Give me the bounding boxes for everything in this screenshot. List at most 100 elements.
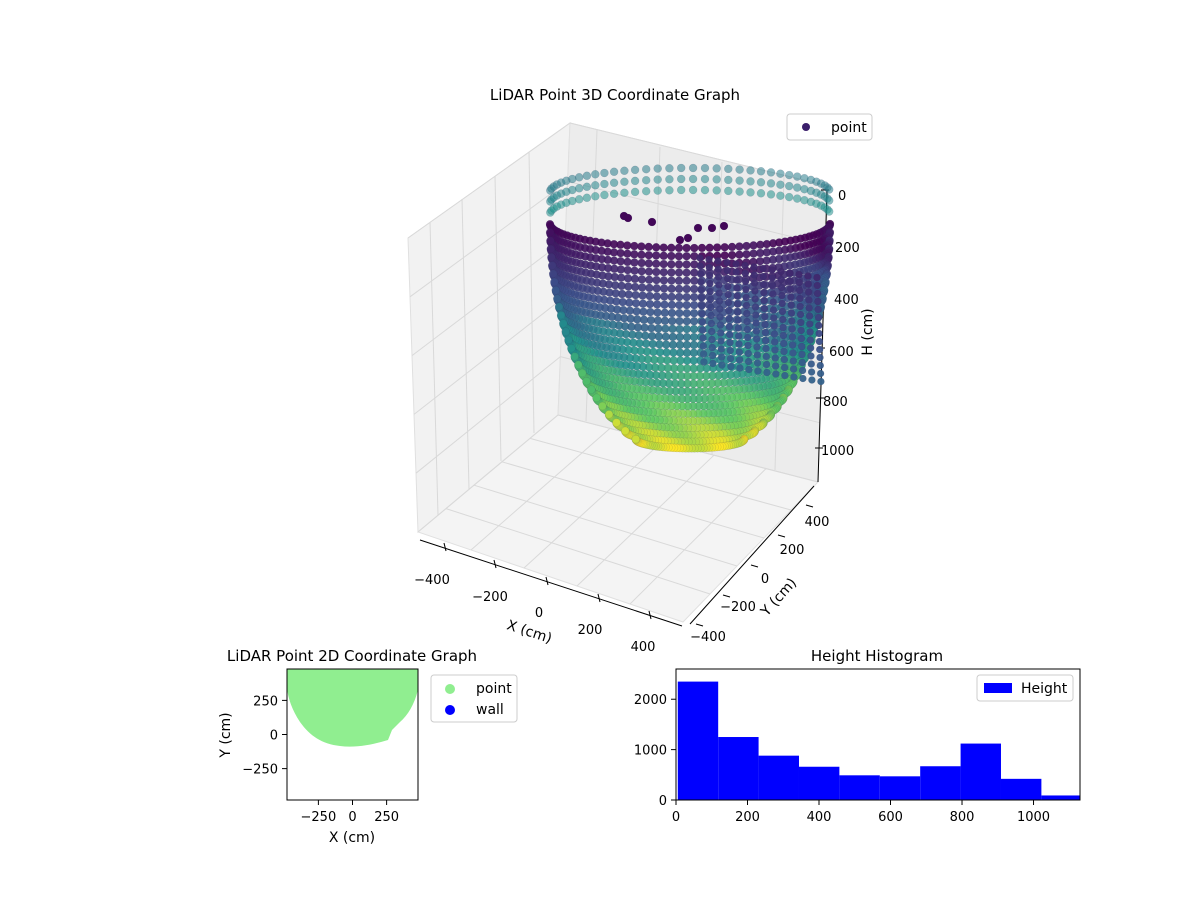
- grid-line-3d: [429, 221, 439, 516]
- legend-histogram-box: [976, 674, 1074, 702]
- z-tick-label-3d: 200: [835, 241, 860, 256]
- point-3d: [736, 364, 744, 372]
- point-3d: [813, 273, 821, 282]
- point-3d: [790, 373, 798, 381]
- point-3d: [815, 337, 824, 346]
- legend-histogram: Height: [976, 674, 1074, 702]
- point-3d: [708, 351, 717, 360]
- point-3d: [717, 353, 726, 361]
- point-3d: [734, 308, 742, 316]
- point-3d: [781, 371, 789, 380]
- point-3d: [620, 188, 629, 198]
- point-3d: [689, 340, 699, 350]
- x-tick-label-3d: 400: [631, 640, 656, 655]
- point-3d: [609, 178, 619, 188]
- point-3d: [653, 308, 662, 317]
- point-3d: [677, 185, 686, 195]
- point-3d: [682, 284, 691, 294]
- point-3d: [660, 300, 669, 309]
- point-3d: [726, 346, 734, 355]
- point-3d: [712, 164, 721, 173]
- chart-3d: LiDAR Point 3D Coordinate Graph −400 −200…: [407, 86, 876, 655]
- point-3d: [708, 343, 716, 352]
- point-3d: [806, 320, 814, 328]
- point-3d: [548, 261, 557, 270]
- point-3d: [582, 193, 592, 203]
- point-3d: [675, 235, 685, 245]
- point-3d: [779, 323, 787, 332]
- point-3d: [667, 268, 676, 277]
- x-tick-label-2d: −250: [301, 810, 337, 825]
- point-3d: [712, 186, 721, 195]
- histogram-bar: [677, 681, 719, 800]
- point-3d: [682, 309, 691, 318]
- point-3d: [690, 292, 699, 302]
- y-tick-label-3d: 0: [761, 572, 769, 587]
- point-3d: [652, 284, 661, 293]
- point-3d: [612, 418, 621, 427]
- point-3d: [598, 401, 607, 411]
- x-tick-3d: [648, 610, 652, 620]
- point-3d: [705, 263, 713, 272]
- point-3d: [753, 351, 761, 359]
- y-tick-3d: [777, 534, 786, 538]
- point-3d: [690, 300, 699, 310]
- point-3d: [645, 283, 654, 293]
- point-3d: [688, 185, 698, 195]
- point-3d: [795, 278, 803, 287]
- point-3d: [690, 243, 699, 253]
- legend-2d-marker-wall: [445, 705, 455, 715]
- point-3d: [653, 316, 663, 325]
- point-3d: [744, 333, 752, 342]
- point-3d: [689, 317, 699, 326]
- point-3d: [568, 185, 577, 195]
- point-3d: [814, 305, 822, 314]
- point-3d: [725, 322, 734, 331]
- point-3d: [761, 328, 770, 337]
- point-3d: [816, 353, 824, 362]
- point-3d: [776, 169, 785, 178]
- legend-histogram-label: Height: [1021, 681, 1068, 697]
- grid-line-3d: [473, 484, 738, 567]
- point-3d: [568, 174, 577, 184]
- point-3d: [777, 267, 785, 276]
- point-3d: [642, 186, 651, 196]
- point-3d: [816, 345, 824, 354]
- point-3d: [807, 360, 815, 368]
- point-3d: [652, 267, 661, 277]
- point-3d: [567, 344, 576, 353]
- point-3d: [630, 165, 640, 175]
- histogram-title: Height Histogram: [811, 647, 943, 665]
- x-tick-label-histogram: 400: [807, 810, 832, 825]
- point-3d: [592, 393, 601, 402]
- point-3d: [706, 295, 715, 304]
- point-3d: [788, 333, 797, 341]
- point-3d: [696, 262, 704, 270]
- ticks-3d: −400−2000200400−400−20002004000200400600…: [414, 189, 860, 655]
- point-3d: [653, 300, 662, 309]
- point-3d: [715, 281, 723, 289]
- point-3d: [706, 279, 714, 288]
- y-tick-label-2d: −250: [242, 763, 278, 778]
- histogram-bars: [677, 681, 1080, 800]
- point-3d: [682, 332, 692, 342]
- x-tick-label-histogram: 1000: [1017, 810, 1050, 825]
- point-3d: [735, 348, 743, 356]
- point-3d: [645, 299, 655, 309]
- point-3d: [733, 292, 741, 300]
- point-3d: [798, 366, 807, 375]
- y-tick-3d: [805, 504, 814, 508]
- point-3d: [697, 278, 705, 286]
- point-3d: [798, 342, 806, 351]
- point-3d: [645, 275, 654, 284]
- point-3d: [682, 276, 691, 285]
- point-3d: [732, 260, 740, 268]
- point-3d: [646, 307, 655, 317]
- x-tick-label-2d: 250: [374, 810, 399, 825]
- point-3d: [717, 337, 725, 345]
- point-3d: [766, 179, 776, 188]
- point-3d: [742, 301, 751, 310]
- point-3d: [770, 322, 778, 330]
- point-3d: [762, 336, 770, 345]
